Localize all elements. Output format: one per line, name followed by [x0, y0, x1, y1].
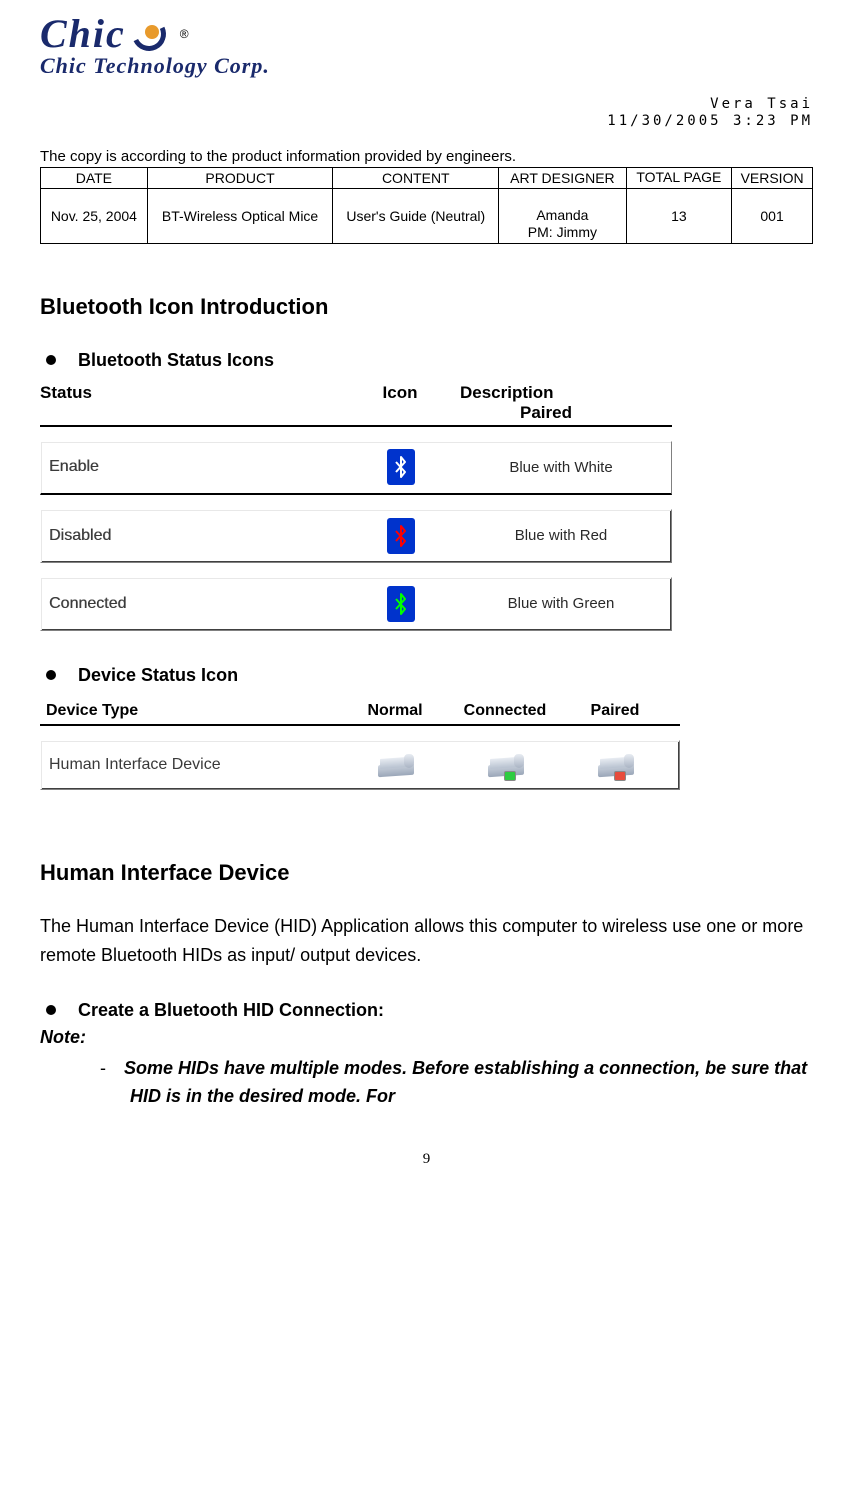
dev-connected-icon-cell [451, 750, 561, 780]
bt-status-heading: Bluetooth Status Icons [78, 350, 813, 371]
bt-status-label: Disabled [41, 527, 351, 545]
bt-row-enable: Enable Blue with White [40, 441, 672, 495]
dev-type-label: Human Interface Device [41, 756, 341, 774]
logo-row: Chic ® [40, 10, 813, 57]
bt-icon-cell [351, 449, 451, 485]
logo-subtitle: Chic Technology Corp. [40, 53, 813, 79]
dev-h-type: Device Type [40, 702, 340, 720]
bt-status-label: Enable [41, 458, 351, 476]
section-hid: Human Interface Device [40, 860, 813, 886]
bt-status-table: Status Icon Description Paired Enable Bl… [40, 383, 672, 631]
info-table: DATE PRODUCT CONTENT ART DESIGNER TOTAL … [40, 167, 813, 244]
hid-create-heading: Create a Bluetooth HID Connection: [78, 1000, 813, 1021]
th-product: PRODUCT [147, 167, 333, 188]
intro-line: The copy is according to the product inf… [40, 148, 813, 165]
td-date: Nov. 25, 2004 [41, 188, 148, 243]
bt-desc: Blue with Red [451, 527, 671, 544]
dev-paired-icon-cell [561, 750, 671, 780]
dev-h-normal: Normal [340, 702, 450, 720]
dev-status-heading: Device Status Icon [78, 665, 813, 686]
th-art: ART DESIGNER [499, 167, 626, 188]
note-item: -Some HIDs have multiple modes. Before e… [40, 1054, 813, 1112]
bt-h-icon: Icon [350, 383, 450, 423]
header-datetime: 11/30/2005 3:23 PM [40, 113, 813, 130]
hid-device-icon [596, 750, 636, 780]
th-content: CONTENT [333, 167, 499, 188]
td-product: BT-Wireless Optical Mice [147, 188, 333, 243]
bt-header-row: Status Icon Description Paired [40, 383, 672, 427]
bt-status-label: Connected [41, 595, 351, 613]
dash: - [100, 1058, 124, 1078]
td-version: 001 [732, 188, 813, 243]
bullet-hid-create: Create a Bluetooth HID Connection: [40, 1000, 813, 1021]
header-meta: Vera Tsai 11/30/2005 3:23 PM [40, 96, 813, 130]
bt-row-connected: Connected Blue with Green [40, 577, 672, 631]
th-date: DATE [41, 167, 148, 188]
bt-h-status: Status [40, 383, 350, 423]
hid-device-icon [486, 750, 526, 780]
bt-icon-cell [351, 518, 451, 554]
bullet-list: Bluetooth Status Icons [40, 350, 813, 371]
dev-h-paired: Paired [560, 702, 670, 720]
note-label: Note: [40, 1027, 813, 1048]
table-row: Nov. 25, 2004 BT-Wireless Optical Mice U… [41, 188, 813, 243]
th-version: VERSION [732, 167, 813, 188]
bluetooth-icon [387, 449, 415, 485]
section-bt-intro: Bluetooth Icon Introduction [40, 294, 813, 320]
bluetooth-icon [387, 586, 415, 622]
bullet-bt-status: Bluetooth Status Icons [40, 350, 813, 371]
bt-row-disabled: Disabled Blue with Red [40, 509, 672, 563]
bullet-list: Create a Bluetooth HID Connection: [40, 1000, 813, 1021]
bt-icon-cell [351, 586, 451, 622]
dev-status-table: Device Type Normal Connected Paired Huma… [40, 698, 680, 790]
dev-normal-icon-cell [341, 750, 451, 780]
dev-h-connected: Connected [450, 702, 560, 720]
td-total: 13 [626, 188, 732, 243]
th-total: TOTAL PAGE [626, 167, 732, 188]
td-art: Amanda PM: Jimmy [499, 188, 626, 243]
td-content: User's Guide (Neutral) [333, 188, 499, 243]
bullet-dev-status: Device Status Icon [40, 665, 813, 686]
dev-row: Human Interface Device [40, 740, 680, 790]
bt-desc: Blue with Green [451, 595, 671, 612]
bt-desc: Blue with White [451, 459, 671, 476]
logo-brand: Chic [40, 10, 126, 57]
bt-h-desc: Description Paired [450, 383, 672, 423]
hid-device-icon [376, 750, 416, 780]
registered-mark: ® [180, 27, 189, 41]
bluetooth-icon [387, 518, 415, 554]
author-name: Vera Tsai [40, 96, 813, 113]
table-row: DATE PRODUCT CONTENT ART DESIGNER TOTAL … [41, 167, 813, 188]
logo-block: Chic ® Chic Technology Corp. [40, 0, 813, 84]
page-number: 9 [40, 1151, 813, 1168]
bullet-list: Device Status Icon [40, 665, 813, 686]
logo-swoosh-icon [132, 15, 170, 53]
hid-paragraph: The Human Interface Device (HID) Applica… [40, 912, 813, 970]
dev-header-row: Device Type Normal Connected Paired [40, 698, 680, 726]
